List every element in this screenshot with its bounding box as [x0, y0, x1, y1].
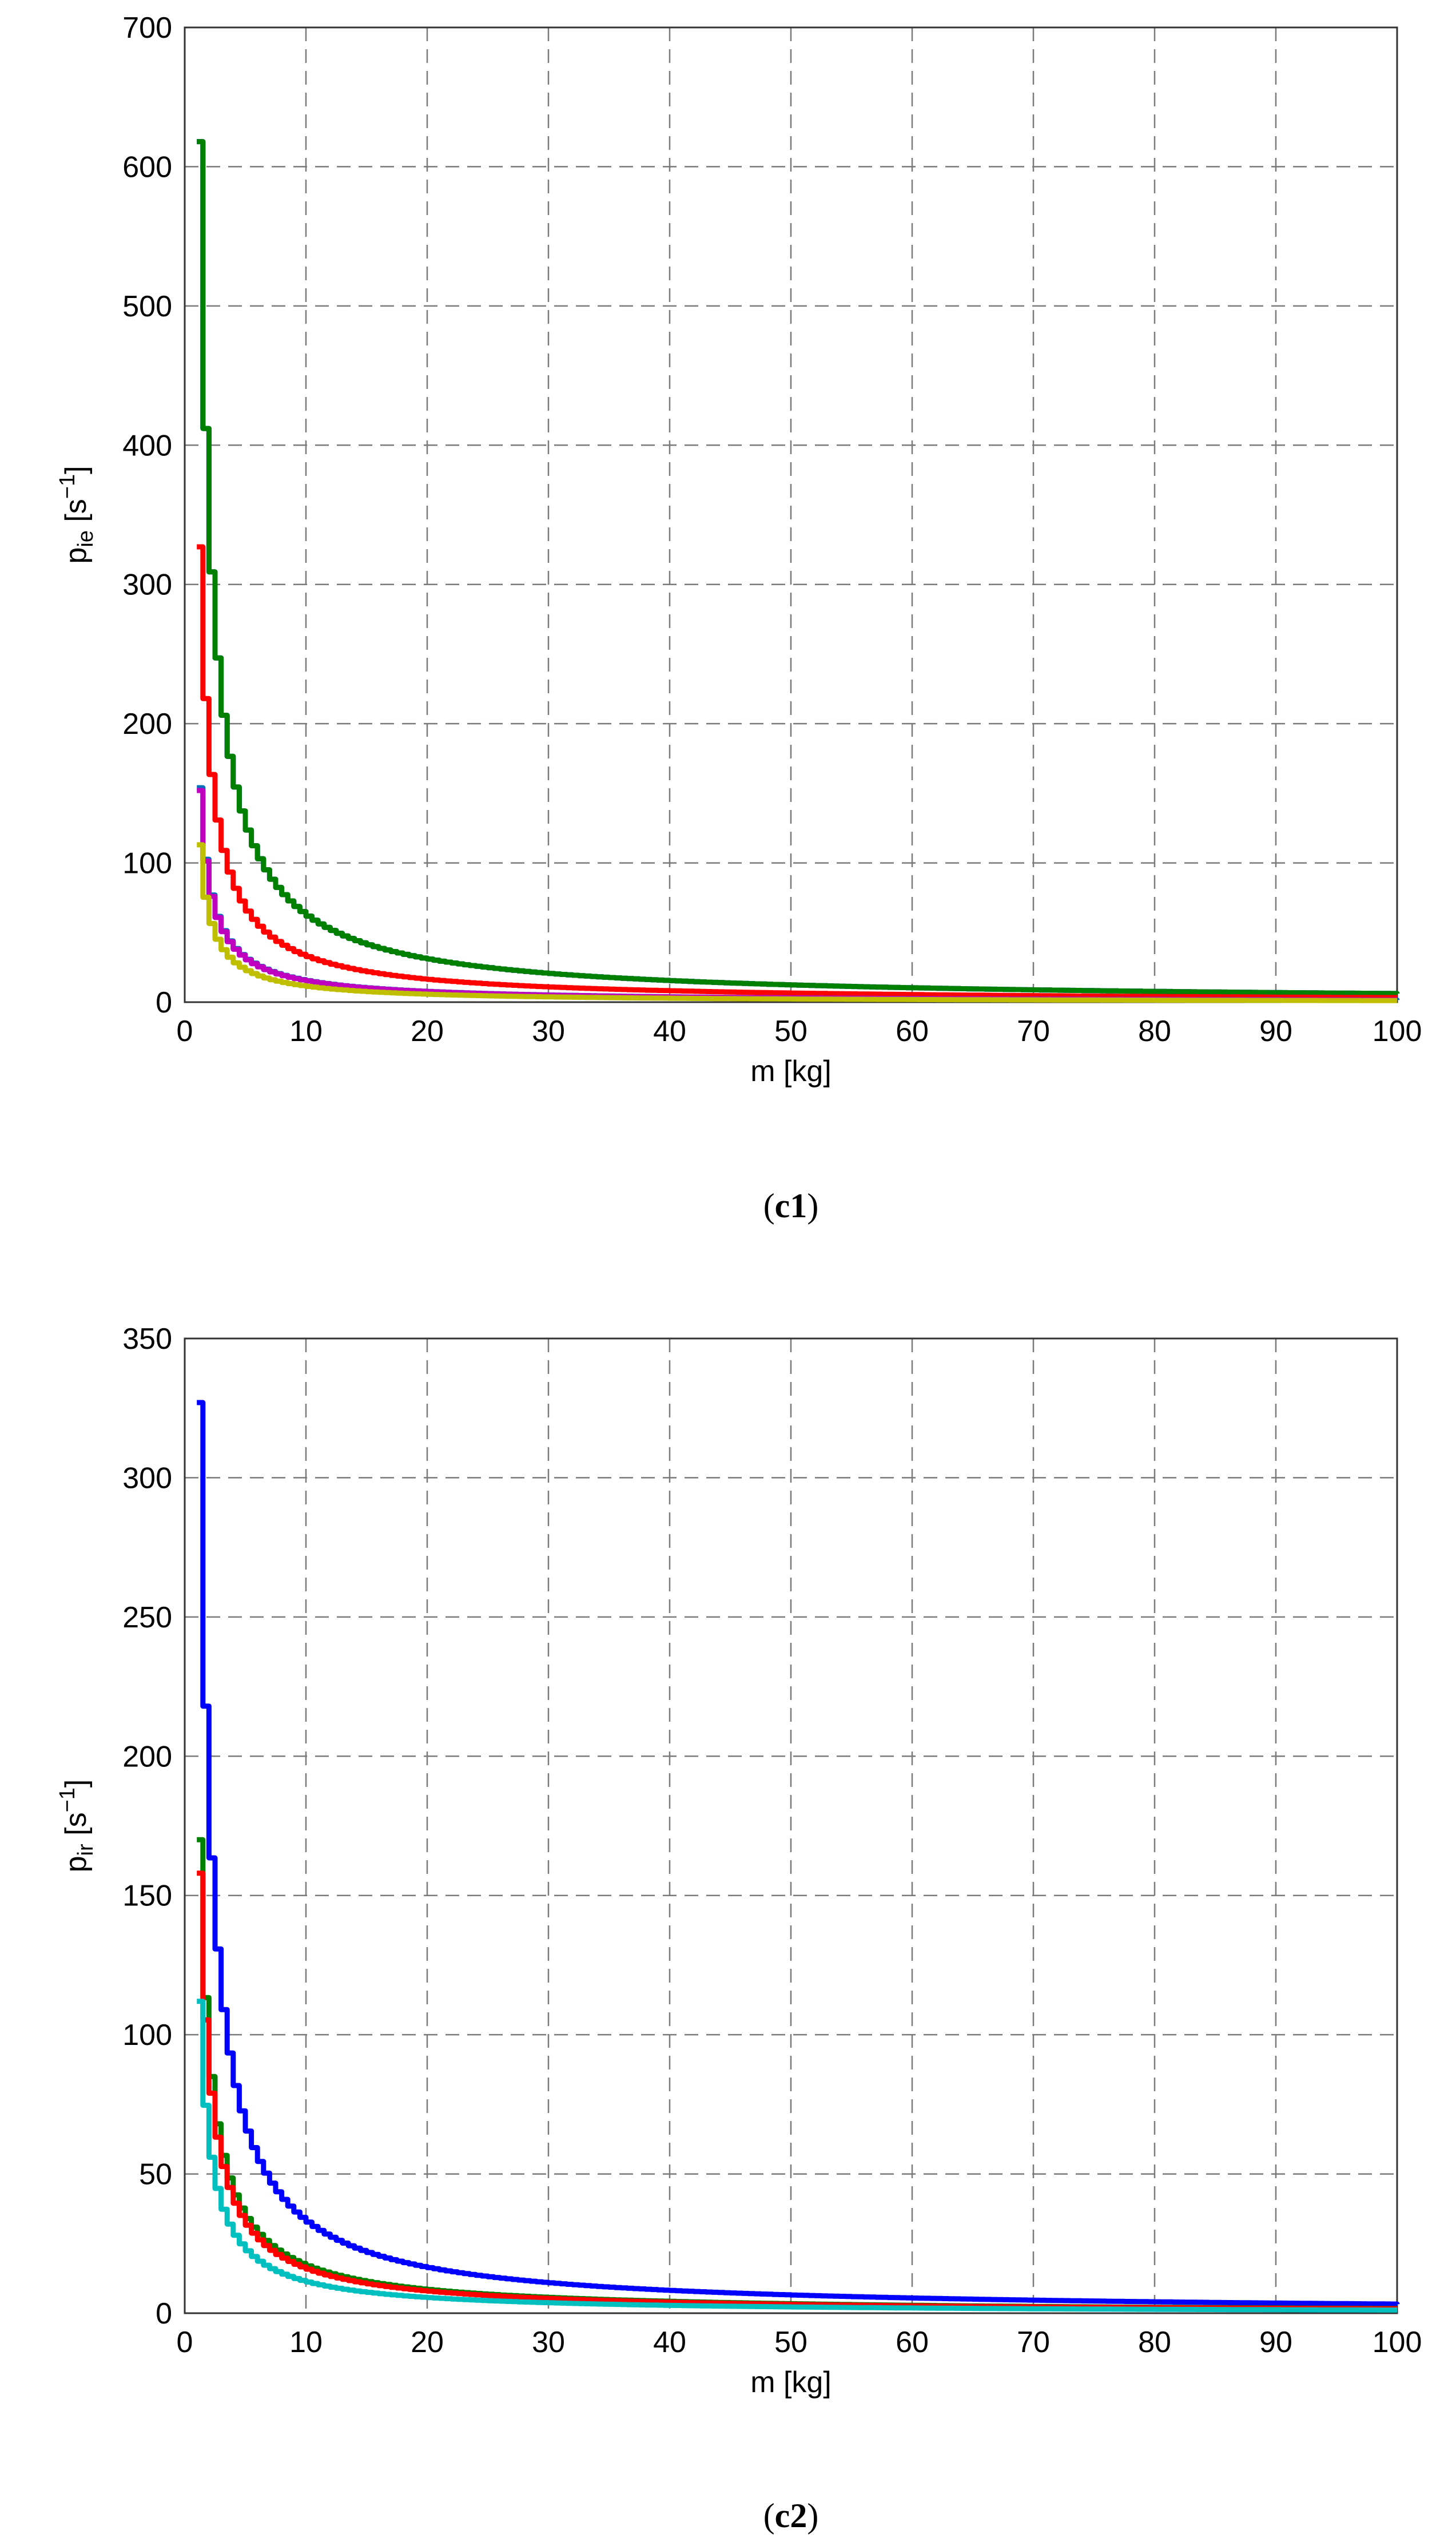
- y-axis-label-sub: ie: [74, 530, 98, 547]
- x-axis-label: m [kg]: [750, 1055, 832, 1088]
- y-tick-label: 250: [122, 1601, 172, 1634]
- y-tick-label: 500: [122, 290, 172, 323]
- x-tick-label: 60: [896, 2326, 929, 2359]
- x-tick-label: 10: [289, 1015, 323, 1048]
- x-tick-label: 70: [1017, 1015, 1050, 1048]
- x-tick-label: 30: [532, 2326, 565, 2359]
- x-tick-label: 0: [177, 1015, 193, 1048]
- y-tick-label: 350: [122, 1322, 172, 1356]
- y-tick-label: 400: [122, 429, 172, 462]
- y-tick-label: 200: [122, 1740, 172, 1773]
- series-line-4: [197, 1999, 1397, 2313]
- y-tick-label: 100: [122, 847, 172, 880]
- y-tick-label: 300: [122, 1461, 172, 1495]
- figure-caption: (c2): [763, 2497, 819, 2535]
- caption-letter: c: [775, 2497, 790, 2535]
- x-tick-label: 90: [1259, 2326, 1292, 2359]
- y-tick-label: 150: [122, 1880, 172, 1913]
- caption-number: 1: [790, 1187, 807, 1225]
- series-line-1: [197, 139, 1400, 996]
- grid-lines: [185, 1338, 1397, 2313]
- caption-letter: c: [775, 1187, 790, 1225]
- y-axis-label-sub: ir: [74, 1844, 98, 1856]
- x-tick-label: 40: [653, 2326, 686, 2359]
- y-tick-label: 600: [122, 150, 172, 184]
- series-line-2: [197, 139, 1400, 996]
- y-axis-label-unit-close: ]: [59, 1780, 93, 1788]
- series-line-2: [197, 1837, 1397, 2311]
- y-tick-label: 700: [122, 11, 172, 45]
- y-axis-label-main: p: [59, 1856, 93, 1872]
- x-tick-label: 0: [177, 2326, 193, 2359]
- x-tick-label: 70: [1017, 2326, 1050, 2359]
- y-axis-label-unit-open: [s: [59, 499, 93, 530]
- x-tick-label: 50: [774, 1015, 807, 1048]
- series-group: [197, 1400, 1400, 2313]
- y-tick-label: 100: [122, 2019, 172, 2052]
- chart-c1: 0 10 20 30 40 50 60 70 80 90 100 0 100 200 300 400 500 6…: [55, 11, 1422, 1225]
- figure-caption: (c1): [763, 1187, 819, 1225]
- series-line-6: [197, 842, 1397, 1003]
- y-axis-label-main: p: [59, 547, 93, 564]
- x-tick-label: 40: [653, 1015, 686, 1048]
- caption-number: 2: [790, 2497, 807, 2535]
- y-tick-labels: 0 50 100 150 200 250 300 350: [122, 1322, 172, 2330]
- y-tick-label: 0: [156, 2297, 172, 2330]
- x-tick-label: 80: [1138, 1015, 1171, 1048]
- x-tick-label: 30: [532, 1015, 565, 1048]
- x-tick-labels: 0 10 20 30 40 50 60 70 80 90 100: [177, 1015, 1422, 1048]
- x-tick-labels: 0 10 20 30 40 50 60 70 80 90 100: [177, 2326, 1422, 2359]
- plot-frame: [184, 26, 1398, 1003]
- y-tick-labels: 0 100 200 300 400 500 600 700: [122, 11, 172, 1019]
- y-tick-label: 50: [139, 2158, 172, 2191]
- x-tick-label: 10: [289, 2326, 323, 2359]
- x-tick-label: 90: [1259, 1015, 1292, 1048]
- chart-c2: 0 10 20 30 40 50 60 70 80 90 100 0 50 100 150 200 250 30…: [55, 1322, 1422, 2535]
- x-tick-label: 60: [896, 1015, 929, 1048]
- series-line-3: [197, 544, 1397, 1000]
- series-line-5: [197, 788, 1397, 1003]
- y-axis-label-unit-exp: −1: [55, 474, 79, 499]
- x-tick-label: 100: [1373, 2326, 1422, 2359]
- x-tick-label: 20: [411, 2326, 444, 2359]
- grid-lines: [185, 27, 1397, 1002]
- x-axis-label: m [kg]: [750, 2366, 832, 2399]
- series-line-4: [197, 785, 1400, 1003]
- y-axis-label: pie [s−1]: [55, 466, 98, 563]
- series-group: [197, 139, 1400, 1003]
- series-line-1: [197, 1400, 1400, 2307]
- y-axis-label-unit-close: ]: [59, 466, 93, 474]
- x-tick-label: 50: [774, 2326, 807, 2359]
- y-axis-label-unit-open: [s: [59, 1812, 93, 1844]
- y-tick-label: 300: [122, 569, 172, 602]
- y-tick-label: 200: [122, 708, 172, 741]
- series-line-3: [197, 1870, 1397, 2311]
- y-axis-label: pir [s−1]: [55, 1780, 98, 1873]
- y-tick-label: 0: [156, 986, 172, 1019]
- y-axis-label-unit-exp: −1: [55, 1788, 79, 1812]
- plot-frame: [184, 1337, 1398, 2314]
- x-tick-label: 80: [1138, 2326, 1171, 2359]
- x-tick-label: 20: [411, 1015, 444, 1048]
- x-tick-label: 100: [1373, 1015, 1422, 1048]
